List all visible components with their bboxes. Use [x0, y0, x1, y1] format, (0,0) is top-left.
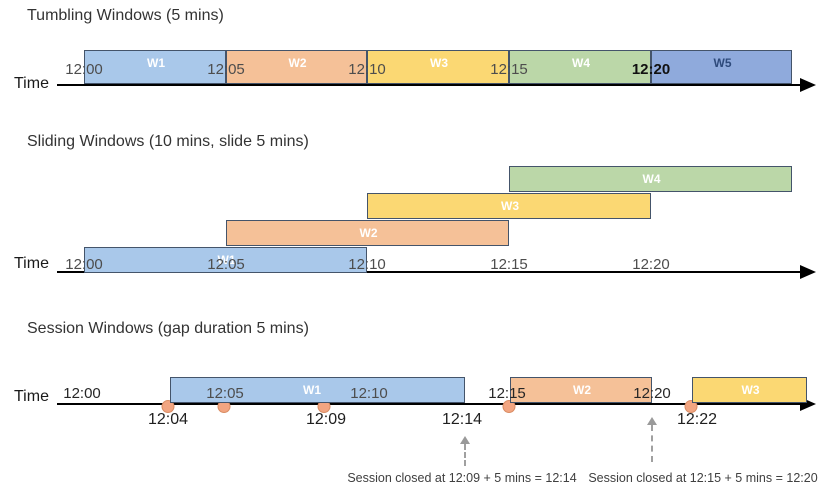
window-label: W1 — [303, 383, 321, 397]
window-label: W2 — [573, 383, 591, 397]
tick-label: 12:05 — [207, 256, 245, 273]
window-bar-w3: W3 — [692, 377, 807, 403]
window-bar-w2: W2 — [226, 220, 509, 246]
window-bar-w3: W3 — [367, 50, 509, 84]
tick-label: 12:00 — [63, 385, 101, 402]
dashed-arrow-up-icon — [460, 436, 470, 444]
tick-label: 12:00 — [65, 256, 103, 273]
session-closed-annotation: Session closed at 12:09 + 5 mins = 12:14 — [347, 471, 577, 485]
dashed-arrow-line — [464, 444, 466, 466]
time-axis-line-tumbling — [57, 84, 802, 86]
tick-label: 12:10 — [348, 61, 386, 78]
window-bar-w1: W1 — [84, 50, 226, 84]
tick-label: 12:15 — [488, 385, 526, 402]
time-axis-line-sliding — [57, 271, 802, 273]
event-dot — [684, 400, 698, 413]
tick-label: 12:20 — [633, 385, 671, 402]
time-axis-label-sliding: Time — [14, 255, 49, 272]
window-bar-w1: W1 — [84, 247, 367, 273]
time-axis-arrowhead-icon — [800, 78, 816, 92]
tick-label: 12:15 — [490, 256, 528, 273]
event-dot — [502, 400, 516, 413]
event-time-label: 12:14 — [441, 411, 483, 428]
window-label: W3 — [430, 56, 448, 70]
window-label: W4 — [572, 56, 590, 70]
section-title-tumbling: Tumbling Windows (5 mins) — [27, 7, 224, 24]
window-bar-w1: W1 — [170, 377, 465, 403]
section-title-sliding: Sliding Windows (10 mins, slide 5 mins) — [27, 133, 309, 150]
window-label: W1 — [147, 56, 165, 70]
time-axis-label-tumbling: Time — [14, 75, 49, 92]
window-label: W2 — [359, 226, 378, 240]
window-label: W2 — [288, 56, 307, 70]
tick-label: 12:10 — [350, 385, 388, 402]
window-label: W3 — [501, 199, 519, 213]
dashed-arrow-up-icon — [647, 417, 657, 425]
window-label: W1 — [217, 253, 236, 267]
tick-label: 12:20 — [632, 256, 670, 273]
window-bar-w4: W4 — [509, 166, 792, 192]
event-time-label: 12:09 — [305, 411, 347, 428]
time-axis-arrowhead-icon — [800, 265, 816, 279]
window-bar-w4: W4 — [509, 50, 651, 84]
event-dot — [161, 400, 175, 413]
tick-label: 12:20 — [631, 61, 671, 78]
event-time-label: 12:04 — [147, 411, 189, 428]
time-axis-label-session: Time — [14, 388, 49, 405]
event-time-label: 12:22 — [676, 411, 718, 428]
window-bar-w5: W5 — [651, 50, 792, 84]
tick-label: 12:05 — [207, 61, 245, 78]
window-bar-w2: W2 — [510, 377, 652, 403]
tick-label: 12:10 — [348, 256, 386, 273]
tick-label: 12:15 — [490, 61, 528, 78]
window-label: W3 — [741, 383, 760, 397]
tick-label: 12:00 — [65, 61, 103, 78]
time-axis-line-session — [57, 403, 802, 405]
tick-label: 12:05 — [206, 385, 244, 402]
window-label: W4 — [642, 172, 661, 186]
window-label: W5 — [713, 56, 732, 70]
window-bar-w2: W2 — [226, 50, 367, 84]
dashed-arrow-line — [651, 425, 653, 462]
session-closed-annotation: Session closed at 12:15 + 5 mins = 12:20 — [588, 471, 818, 485]
window-bar-w3: W3 — [367, 193, 651, 219]
section-title-session: Session Windows (gap duration 5 mins) — [27, 320, 309, 337]
